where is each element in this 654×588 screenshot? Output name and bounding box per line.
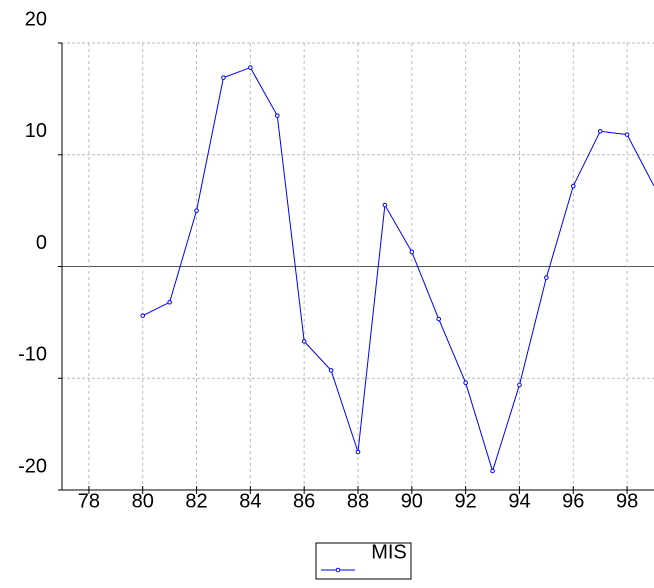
- x-tick-label: 86: [293, 490, 315, 512]
- x-tick-label: 82: [185, 490, 207, 512]
- point: [140, 313, 146, 318]
- point: [328, 368, 334, 373]
- y-tick-label: 0: [36, 232, 47, 254]
- x-tick-label: 80: [132, 490, 154, 512]
- point: [570, 183, 576, 189]
- y-tick-label: 10: [25, 120, 47, 142]
- x-tick-label: 88: [347, 490, 369, 512]
- y-tick-label: -20: [18, 455, 47, 477]
- x-tick-label: 92: [455, 490, 477, 512]
- point: [409, 249, 415, 255]
- point: [194, 208, 199, 213]
- legend-marker: [335, 567, 341, 573]
- x-tick-label: 90: [401, 490, 423, 512]
- point: [274, 113, 280, 118]
- y-tick-label: 20: [25, 8, 47, 30]
- point: [355, 449, 361, 455]
- legend-box: [315, 542, 412, 580]
- point: [517, 382, 522, 388]
- point: [167, 299, 172, 305]
- point: [221, 75, 226, 80]
- legend-label: MIS: [371, 541, 407, 563]
- point: [382, 202, 388, 208]
- x-tick-label: 78: [78, 490, 100, 512]
- x-tick-label: 98: [616, 490, 638, 512]
- series-line: [142, 66, 654, 473]
- point: [624, 132, 630, 137]
- point: [301, 339, 307, 344]
- x-tick-label: 96: [562, 490, 584, 512]
- point: [544, 275, 549, 280]
- x-tick-label: 84: [239, 490, 261, 512]
- y-tick-label: -10: [18, 344, 47, 366]
- x-tick-label: 94: [508, 490, 530, 512]
- point: [597, 128, 603, 134]
- point: [436, 316, 442, 322]
- point: [490, 468, 495, 474]
- point: [248, 65, 253, 70]
- point: [463, 380, 468, 386]
